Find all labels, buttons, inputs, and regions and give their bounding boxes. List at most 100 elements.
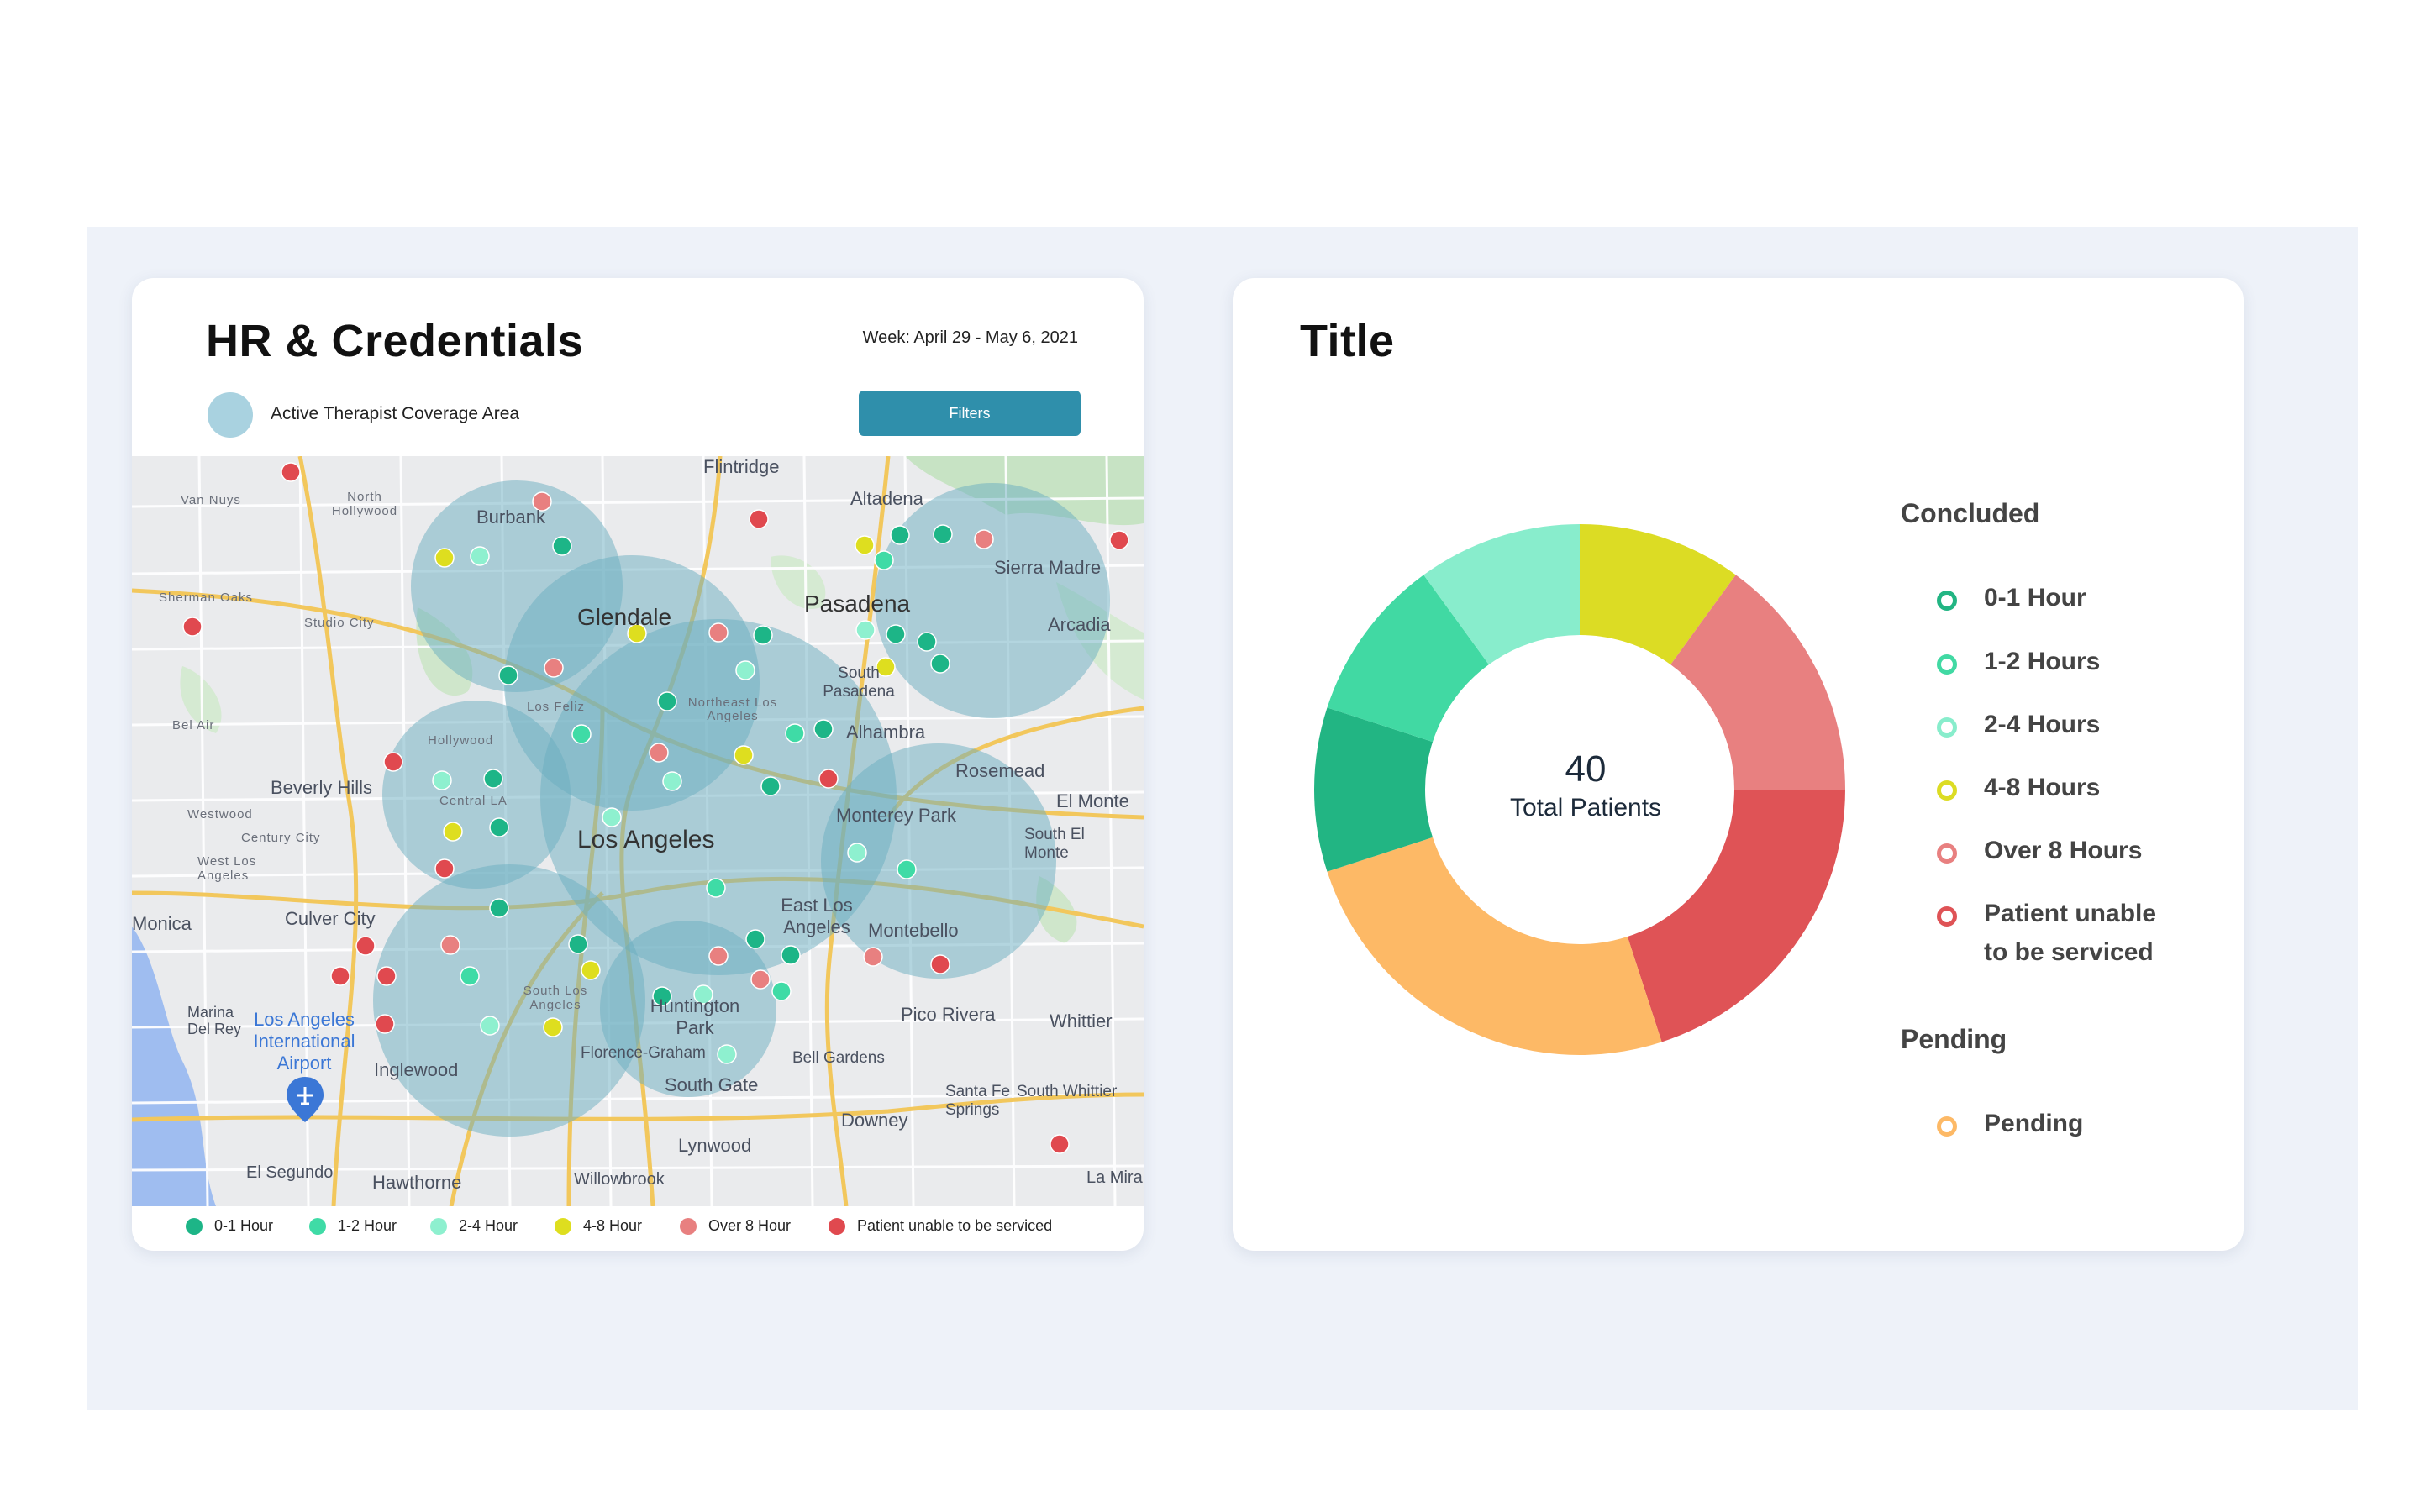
legend-label: Over 8 Hours xyxy=(1984,837,2143,864)
map-legend-item: Over 8 Hour xyxy=(680,1217,791,1235)
legend-label: Patient unable to be serviced xyxy=(1984,895,2156,972)
map-label: Bel Air xyxy=(172,718,215,732)
legend-label: 1-2 Hours xyxy=(1984,648,2101,675)
map-legend-item: 2-4 Hour xyxy=(430,1217,518,1235)
map-label: El Segundo xyxy=(246,1163,334,1182)
donut-slice[interactable] xyxy=(1627,790,1845,1042)
chart-card-title: Title xyxy=(1300,316,1395,366)
legend-ring-icon xyxy=(1937,591,1957,611)
donut-slice[interactable] xyxy=(1327,575,1489,743)
map-label: El Monte xyxy=(1056,790,1129,811)
legend-item: Over 8 Hours xyxy=(1937,837,2142,870)
map-label: Arcadia xyxy=(1048,614,1111,635)
map-label: Los Feliz xyxy=(527,700,586,714)
map-label: Central LA xyxy=(439,794,508,808)
concluded-heading: Concluded xyxy=(1901,498,2040,528)
donut-slice[interactable] xyxy=(1314,707,1434,872)
map-legend-item: 0-1 Hour xyxy=(186,1217,273,1235)
coverage-area-label: Active Therapist Coverage Area xyxy=(271,404,520,423)
legend-dot-icon xyxy=(680,1217,697,1235)
legend-dot-icon xyxy=(555,1217,571,1235)
total-patients-label: Total Patients xyxy=(1509,794,1662,822)
legend-item: 2-4 Hours xyxy=(1937,711,2100,744)
pending-heading: Pending xyxy=(1901,1024,2007,1054)
map-legend-item: 1-2 Hour xyxy=(309,1217,397,1235)
map-legend-label: Over 8 Hour xyxy=(708,1217,792,1234)
map-label: Montebello xyxy=(868,920,959,941)
map-legend-label: 0-1 Hour xyxy=(214,1217,274,1234)
legend-item: 1-2 Hours xyxy=(1937,648,2100,681)
map-label: Santa Fe Springs xyxy=(945,1083,1011,1119)
legend-ring-icon xyxy=(1937,1116,1957,1137)
legend-item: 0-1 Hour xyxy=(1937,584,2086,617)
legend-item: Pending xyxy=(1937,1110,2083,1143)
legend-ring-icon xyxy=(1937,906,1957,927)
map-label: La Mira xyxy=(1086,1168,1143,1187)
donut-slice[interactable] xyxy=(1423,524,1580,665)
legend-ring-icon xyxy=(1937,843,1957,864)
map-label: Sherman Oaks xyxy=(159,591,254,605)
legend-label-line2: to be serviced xyxy=(1984,938,2154,966)
legend-item: 4-8 Hours xyxy=(1937,774,2100,807)
filters-button[interactable]: Filters xyxy=(859,391,1081,436)
map-label: Bell Gardens xyxy=(792,1049,885,1067)
map-label: Sierra Madre xyxy=(994,557,1102,578)
map-label: Hawthorne xyxy=(372,1172,462,1193)
legend-dot-icon xyxy=(309,1217,326,1235)
map-legend: 0-1 Hour 1-2 Hour 2-4 Hour 4-8 Hour Over… xyxy=(132,1206,1144,1251)
legend-label-line1: Patient unable xyxy=(1984,900,2157,927)
map-label: Culver City xyxy=(285,908,376,929)
map-label: Florence-Graham xyxy=(581,1044,706,1062)
map-label: Rosemead xyxy=(955,760,1045,781)
map-label: Pasadena xyxy=(804,591,911,617)
map-label: South Pasadena xyxy=(823,664,895,701)
map-label: Willowbrook xyxy=(574,1170,665,1189)
map-label: Century City xyxy=(241,831,321,845)
donut-slice[interactable] xyxy=(1580,524,1736,665)
map-label: Studio City xyxy=(304,616,375,630)
donut-center: 40 Total Patients xyxy=(1460,748,1712,822)
legend-label: Pending xyxy=(1984,1110,2084,1137)
coverage-area-swatch xyxy=(208,392,253,438)
donut-slice[interactable] xyxy=(1670,575,1845,790)
map-label: Downey xyxy=(841,1110,908,1131)
map-legend-item: 4-8 Hour xyxy=(555,1217,642,1235)
chart-card: Title 40 Total Patients Concluded 0-1 Ho… xyxy=(1233,278,2244,1251)
map-legend-label: 1-2 Hour xyxy=(338,1217,397,1234)
legend-dot-icon xyxy=(430,1217,447,1235)
map-label: Whittier xyxy=(1050,1011,1113,1032)
map-label: South Whittier xyxy=(1017,1083,1118,1100)
map-label: Pico Rivera xyxy=(901,1004,996,1025)
map-label: Alhambra xyxy=(846,722,926,743)
map-label: Monica xyxy=(132,913,192,934)
donut-slice[interactable] xyxy=(1327,837,1662,1055)
map-label: Monterey Park xyxy=(836,805,957,826)
legend-label: 2-4 Hours xyxy=(1984,711,2101,738)
map-label: Burbank xyxy=(476,507,545,528)
legend-ring-icon xyxy=(1937,654,1957,675)
map-label: Flintridge xyxy=(703,456,780,477)
map-legend-item: Patient unable to be serviced xyxy=(829,1217,1052,1235)
legend-ring-icon xyxy=(1937,780,1957,801)
map-card-title: HR & Credentials xyxy=(206,316,584,366)
map-label: Inglewood xyxy=(374,1059,459,1080)
map-base xyxy=(132,456,1144,1206)
map-label: South Los Angeles xyxy=(523,984,588,1012)
map-label: North Hollywood xyxy=(331,490,398,518)
map-label: Beverly Hills xyxy=(271,777,373,798)
map-label: Los Angeles xyxy=(577,826,715,853)
map-label: East Los Angeles xyxy=(781,895,853,937)
legend-dot-icon xyxy=(829,1217,845,1235)
map-card: HR & Credentials Week: April 29 - May 6,… xyxy=(132,278,1144,1251)
legend-item: Patient unable to be serviced xyxy=(1937,900,2156,972)
legend-label: 0-1 Hour xyxy=(1984,584,2086,612)
legend-dot-icon xyxy=(186,1217,203,1235)
map-label: Northeast Los Angeles xyxy=(687,696,778,723)
coverage-map[interactable]: Flintridge Altadena Van Nuys North Holly… xyxy=(132,456,1144,1206)
legend-ring-icon xyxy=(1937,717,1957,738)
map-legend-label: 4-8 Hour xyxy=(583,1217,643,1234)
map-label: Marina Del Rey xyxy=(187,1004,242,1037)
map-label: Lynwood xyxy=(678,1135,752,1156)
map-legend-label: Patient unable to be serviced xyxy=(857,1217,1053,1234)
map-label: Altadena xyxy=(850,488,923,509)
